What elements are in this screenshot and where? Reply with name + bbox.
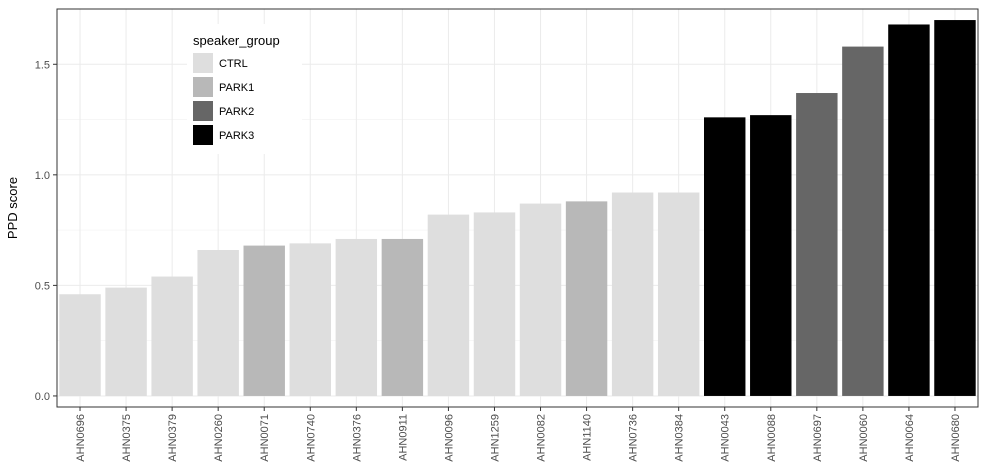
x-tick-label: AHN0088 xyxy=(766,414,778,462)
bar-ahn0064 xyxy=(888,24,930,396)
legend-key-park3 xyxy=(193,125,213,145)
bar-ahn0384 xyxy=(657,192,700,396)
legend: speaker_group CTRL PARK1 PARK2 PARK3 xyxy=(187,24,302,154)
x-tick-label: AHN0082 xyxy=(536,414,548,462)
bar-ahn0060 xyxy=(842,46,884,396)
y-tick-label: 0.5 xyxy=(35,280,50,292)
x-tick-label: AHN0680 xyxy=(950,414,962,462)
bar-ahn0697 xyxy=(796,93,838,396)
x-tick-label: AHN0071 xyxy=(259,414,271,462)
x-tick-label: AHN0064 xyxy=(904,414,916,462)
plot-border xyxy=(56,8,979,408)
x-tick-label: AHN0260 xyxy=(213,414,225,462)
x-tick-label: AHN0384 xyxy=(674,414,686,462)
x-tick-label: AHN0911 xyxy=(397,414,409,461)
bar-ahn0379 xyxy=(151,276,193,396)
legend-key-park2 xyxy=(193,101,213,121)
x-axis: AHN0696 AHN0375 AHN0379 AHN0260 AHN0071 AHN07… xyxy=(75,407,962,462)
legend-label-ctrl: CTRL xyxy=(219,58,248,70)
x-tick-label: AHN1140 xyxy=(582,414,594,461)
x-tick-label: AHN0696 xyxy=(75,414,87,462)
bar-ahn0375 xyxy=(105,287,147,396)
bar-ahn0088 xyxy=(750,115,792,396)
x-tick-label: AHN0740 xyxy=(305,414,317,462)
x-tick-label: AHN0376 xyxy=(351,414,363,462)
x-tick-label: AHN0060 xyxy=(858,414,870,462)
y-axis: 0.0 0.5 1.0 1.5 xyxy=(35,59,57,403)
legend-key-park1 xyxy=(193,77,213,97)
x-tick-label: AHN0379 xyxy=(167,414,179,462)
x-tick-label: AHN0043 xyxy=(720,414,732,462)
x-tick-label: AHN0096 xyxy=(443,414,455,462)
legend-label-park2: PARK2 xyxy=(219,106,254,118)
legend-key-ctrl xyxy=(193,53,213,73)
legend-title: speaker_group xyxy=(193,33,280,48)
y-tick-label: 1.5 xyxy=(35,59,50,71)
y-tick-label: 0.0 xyxy=(35,391,50,403)
bar-ahn0096 xyxy=(427,214,470,396)
bar-ahn0376 xyxy=(335,238,378,396)
legend-label-park3: PARK3 xyxy=(219,130,254,142)
bars xyxy=(59,20,976,396)
x-tick-label: AHN1259 xyxy=(489,414,501,462)
bar-ahn1140 xyxy=(565,201,608,396)
bar-ahn0082 xyxy=(519,203,562,396)
bar-ahn0260 xyxy=(197,250,239,396)
x-tick-label: AHN0375 xyxy=(121,414,133,462)
bar-ahn0740 xyxy=(289,243,331,396)
y-tick-label: 1.0 xyxy=(35,170,50,182)
bar-ahn0043 xyxy=(704,117,746,396)
bar-ahn1259 xyxy=(473,212,516,396)
bar-ahn0911 xyxy=(381,238,424,396)
legend-label-park1: PARK1 xyxy=(219,82,254,94)
x-tick-label: AHN0736 xyxy=(628,414,640,462)
bar-ahn0071 xyxy=(243,245,285,396)
y-axis-title: PPD score xyxy=(5,177,20,239)
bar-ahn0680 xyxy=(934,20,976,396)
x-tick-label: AHN0697 xyxy=(812,414,824,462)
bar-ahn0696 xyxy=(59,294,101,396)
bar-ahn0736 xyxy=(611,192,654,396)
